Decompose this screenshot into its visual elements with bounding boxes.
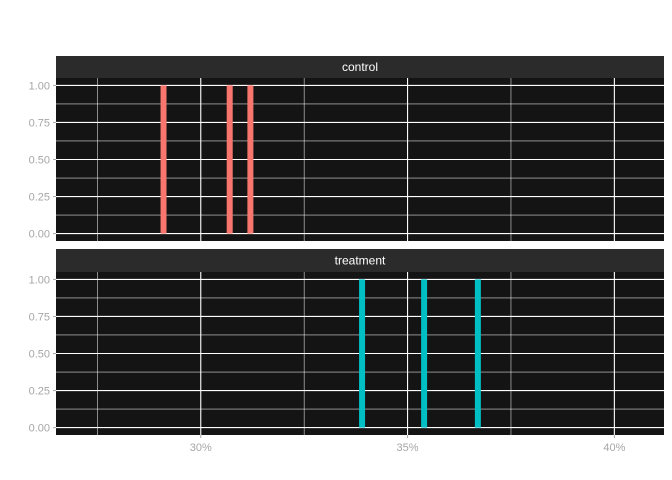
y-tick-label: 0.00	[29, 423, 50, 435]
bar-treatment-0	[359, 279, 366, 428]
panel-control: control 0.00 0.25 0.50 0.75 1.00	[29, 56, 664, 241]
panel-treatment: treatment 0.00 0.25 0.50 0.75 1.00	[29, 249, 664, 435]
panels: control 0.00 0.25 0.50 0.75 1.00 treatment 0.00…	[29, 56, 664, 435]
x-axis: 30% 35% 40%	[190, 435, 626, 454]
x-tick-label: 35%	[397, 442, 419, 454]
y-tick-label: 0.75	[29, 311, 50, 323]
y-tick-label: 0.00	[29, 229, 50, 241]
y-tick-label: 0.50	[29, 349, 50, 361]
facet-strip-label: treatment	[335, 254, 386, 268]
bar-control-0	[160, 85, 167, 234]
bar-control-2	[247, 85, 254, 234]
facet-strip-label: control	[342, 60, 378, 74]
x-tick-label: 40%	[603, 442, 625, 454]
facet-strip	[56, 56, 664, 78]
x-tick-label: 30%	[190, 442, 212, 454]
bar-control-1	[226, 85, 233, 234]
y-tick-label: 0.25	[29, 386, 50, 398]
y-tick-label: 0.25	[29, 192, 50, 204]
y-tick-label: 0.75	[29, 117, 50, 129]
bar-treatment-2	[474, 279, 481, 428]
facet-strip	[56, 249, 664, 272]
y-tick-label: 1.00	[29, 80, 50, 92]
y-tick-label: 1.00	[29, 274, 50, 286]
y-tick-label: 0.50	[29, 155, 50, 167]
bar-treatment-1	[421, 279, 428, 428]
